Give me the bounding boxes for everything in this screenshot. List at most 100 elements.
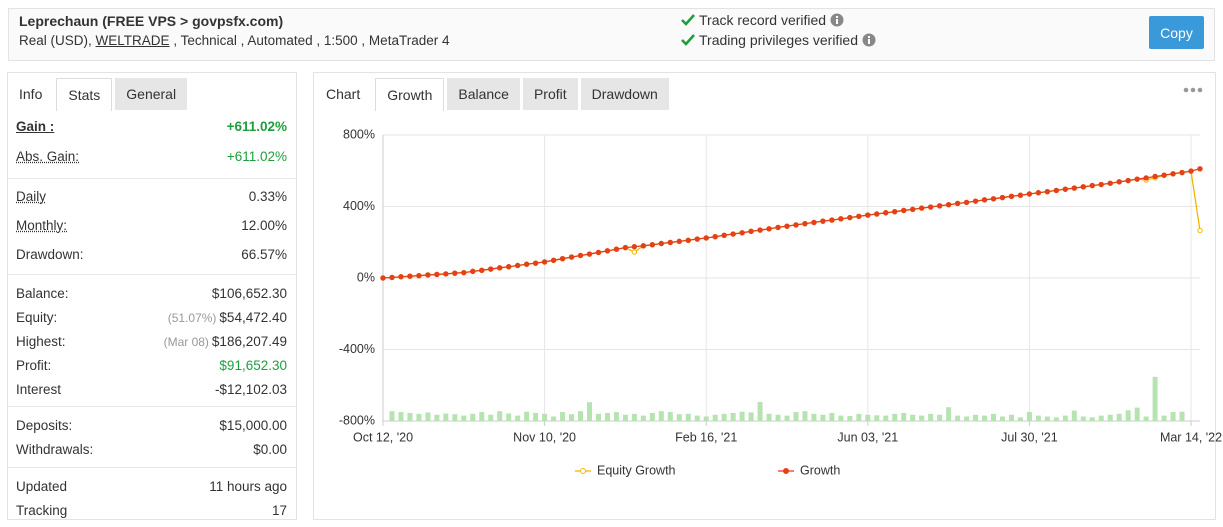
stats-row: Highest: (Mar 08) $186,207.49 <box>16 329 287 353</box>
point <box>505 264 512 270</box>
info-icon[interactable] <box>862 33 876 47</box>
bar <box>802 411 808 421</box>
tab[interactable]: Balance <box>447 78 520 110</box>
y-tick-label: 400% <box>343 199 375 213</box>
bar <box>999 416 1005 421</box>
bar <box>811 413 817 421</box>
tab[interactable]: Profit <box>522 78 578 110</box>
point <box>1107 180 1113 186</box>
bar <box>488 414 494 421</box>
bar <box>560 412 566 421</box>
stats-label: Monthly: <box>16 218 68 233</box>
tab[interactable]: Info <box>8 78 54 110</box>
point <box>1188 168 1194 174</box>
point <box>434 271 440 278</box>
stats-row: Equity: (51.07%) $54,472.40 <box>16 305 287 329</box>
point <box>595 249 602 256</box>
bar <box>1161 415 1167 421</box>
x-tick-label: Jul 30, '21 <box>1001 430 1058 444</box>
copy-button[interactable]: Copy <box>1149 16 1204 49</box>
subtitle: Real (USD), WELTRADE , Technical , Autom… <box>19 33 449 48</box>
bar <box>748 412 754 421</box>
stats-label: Abs. Gain: <box>16 148 80 164</box>
bar <box>1107 414 1113 421</box>
y-tick-label: 0% <box>357 270 375 284</box>
point <box>1017 192 1024 198</box>
point <box>1098 181 1104 188</box>
point <box>910 206 916 213</box>
point <box>918 205 925 211</box>
point <box>1062 186 1069 192</box>
bar <box>640 415 646 421</box>
tab[interactable]: Stats <box>56 78 113 111</box>
point <box>577 252 584 259</box>
stats-row: Drawdown: 66.57% <box>16 240 287 269</box>
check-icon <box>681 34 695 46</box>
point <box>721 232 727 238</box>
bar <box>1098 415 1104 421</box>
tab[interactable]: Drawdown <box>580 78 669 110</box>
stats-label: Gain : <box>16 118 55 134</box>
point <box>407 273 413 279</box>
broker-link[interactable]: WELTRADE <box>95 33 170 48</box>
bar <box>793 412 799 421</box>
stats-label: Equity: <box>16 309 58 325</box>
title: Leprechaun (FREE VPS > govpsfx.com) <box>19 13 284 29</box>
stats-panel: Info Stats General Gain : +611.02% Abs. Gain… <box>7 72 297 520</box>
verified-item: Track record verified <box>681 12 844 28</box>
point <box>604 248 611 254</box>
stats-value-wrap: $15,000.00 <box>219 418 287 433</box>
tab-bar: Chart Growth Balance Profit Drawdown <box>314 73 1215 111</box>
point <box>479 267 485 274</box>
bar <box>829 412 835 421</box>
info-icon[interactable] <box>830 13 844 27</box>
bar <box>712 414 718 421</box>
y-tick-label: -800% <box>339 413 375 427</box>
stats-value: 66.57% <box>241 247 287 262</box>
stats-value: $15,000.00 <box>219 417 287 433</box>
point <box>856 213 862 220</box>
point <box>461 269 467 276</box>
stats-note: (51.07%) <box>167 310 217 325</box>
point <box>730 231 736 237</box>
bar <box>1089 417 1095 421</box>
tab[interactable]: Growth <box>375 78 445 111</box>
y-tick-label: 800% <box>343 127 375 141</box>
stats-value: $91,652.30 <box>219 357 287 373</box>
point <box>1044 188 1051 195</box>
stats-value-wrap: 17 <box>272 503 287 518</box>
point <box>622 244 629 251</box>
stats-group: Gain : +611.02% Abs. Gain: +611.02% <box>8 111 296 179</box>
stats-row: Balance: $106,652.30 <box>16 281 287 305</box>
stats-value: 11 hours ago <box>209 478 287 494</box>
stats-value: $0.00 <box>253 441 287 457</box>
x-tick-label: Jun 03, '21 <box>837 430 898 444</box>
stats-row: Gain : +611.02% <box>16 111 287 141</box>
point <box>847 214 853 221</box>
bar <box>533 412 539 421</box>
bar <box>856 413 862 421</box>
bar <box>515 415 521 421</box>
stats-value: +611.02% <box>226 118 287 134</box>
menu-icon[interactable] <box>1182 85 1206 95</box>
stats-label: Interest <box>16 381 62 397</box>
point <box>1125 177 1131 184</box>
stats-row: Daily 0.33% <box>16 182 287 211</box>
point <box>380 275 386 281</box>
bar <box>407 412 413 421</box>
bar <box>1026 412 1032 421</box>
bar <box>730 412 736 421</box>
stats-group: Updated 11 hours ago Tracking 17 <box>8 468 296 522</box>
bar <box>595 413 601 421</box>
bar <box>955 415 961 421</box>
point <box>514 262 521 269</box>
stats-label: Daily <box>16 189 47 204</box>
tab[interactable]: General <box>115 78 188 110</box>
bar <box>1053 417 1059 421</box>
point <box>694 236 700 242</box>
point <box>416 272 422 279</box>
point <box>1152 173 1158 180</box>
bar <box>757 401 763 421</box>
x-tick-label: Feb 16, '21 <box>675 430 737 444</box>
